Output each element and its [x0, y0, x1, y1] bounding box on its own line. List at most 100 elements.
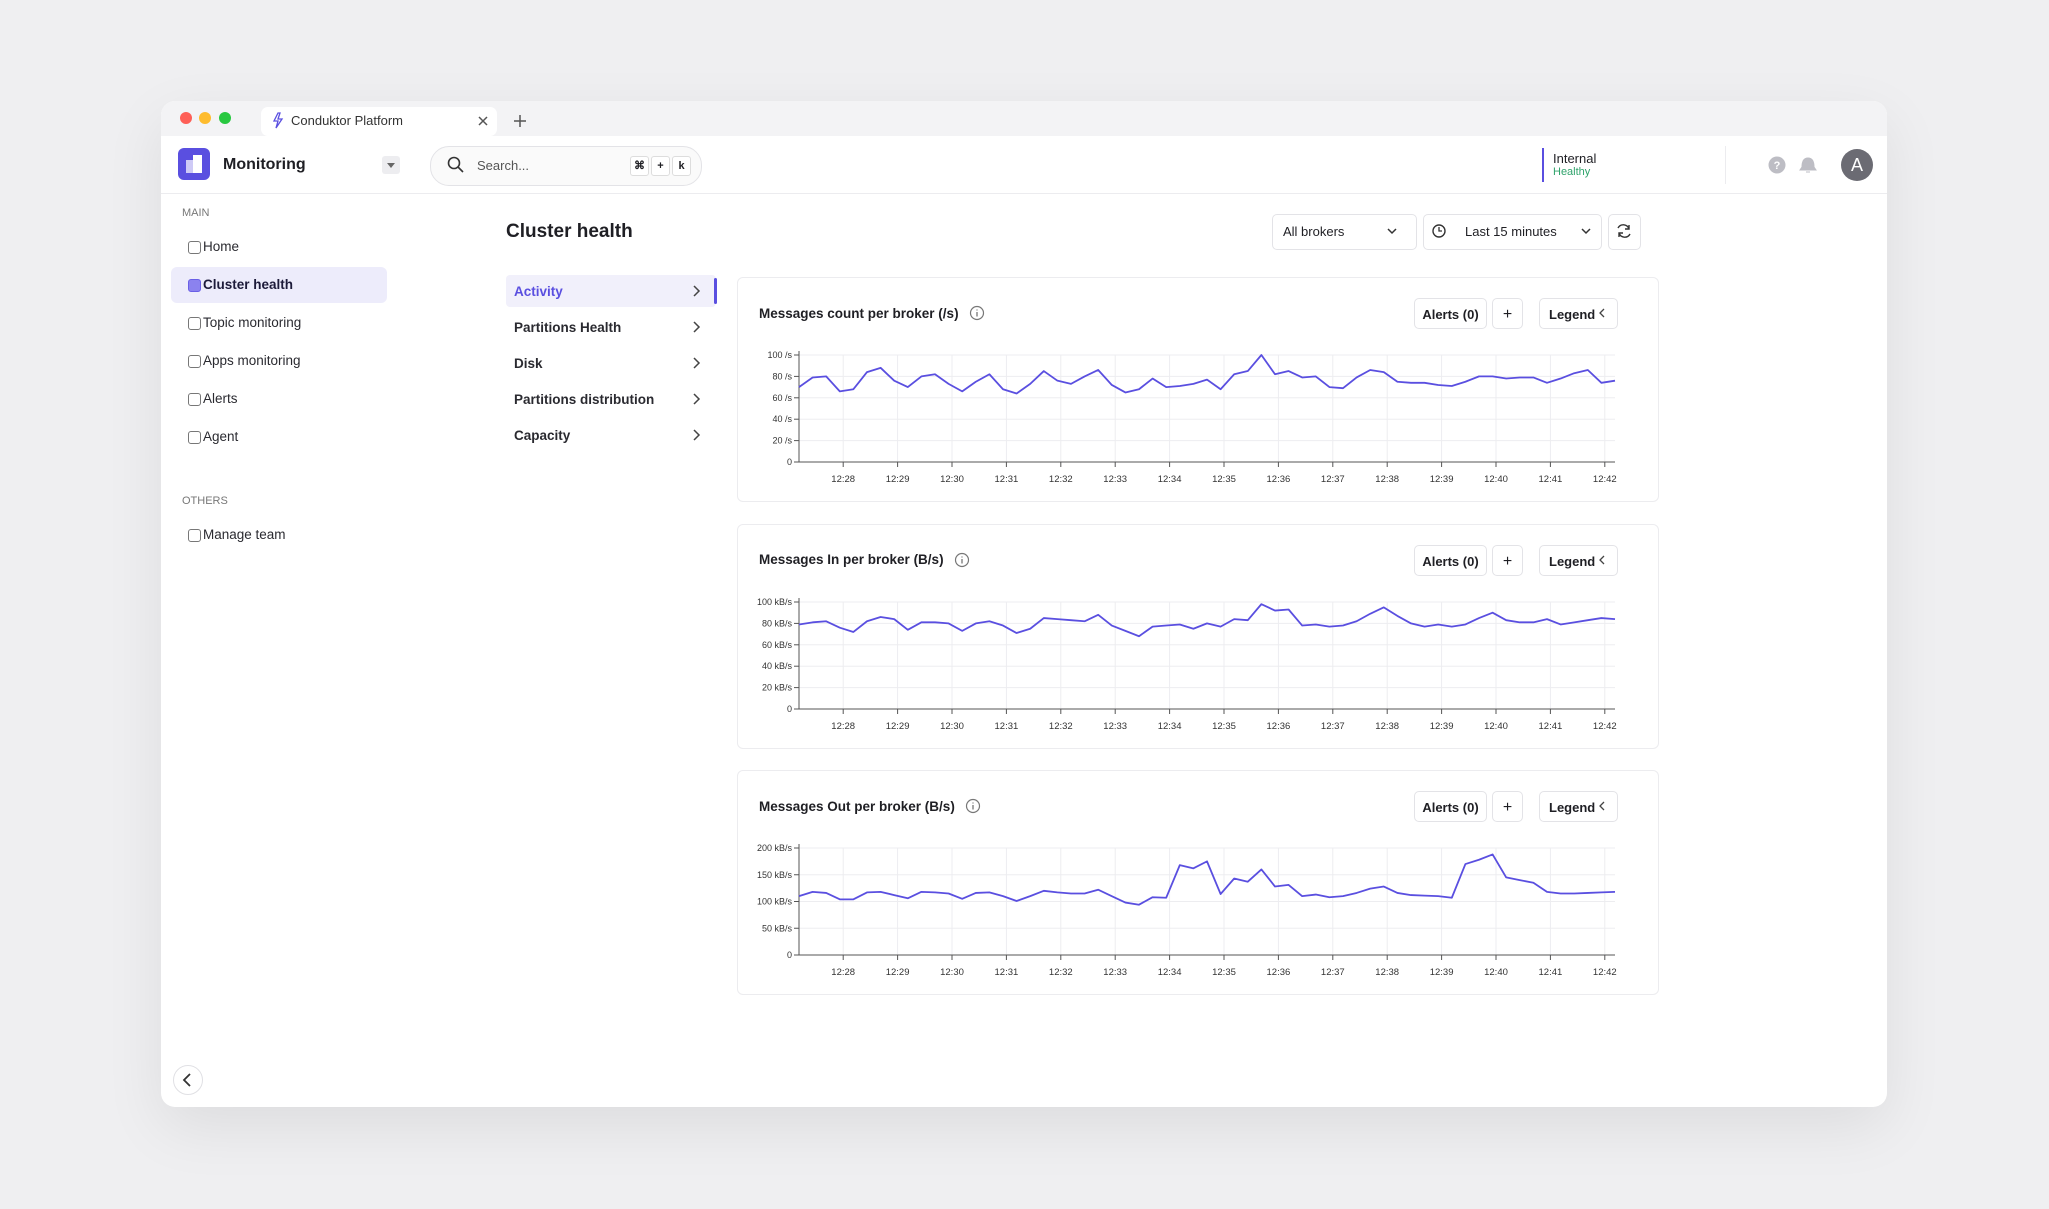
- sidebar-item[interactable]: Alerts: [203, 391, 238, 406]
- x-tick-label: 12:29: [886, 967, 910, 978]
- alerts-button[interactable]: Alerts (0): [1414, 298, 1487, 329]
- header-icons[interactable]: ?: [1767, 154, 1847, 176]
- alerts-button[interactable]: Alerts (0): [1414, 791, 1487, 822]
- y-tick-label: 0: [787, 950, 792, 960]
- tab-item[interactable]: Capacity: [514, 428, 571, 443]
- sidebar-item[interactable]: Manage team: [203, 527, 286, 542]
- sidebar-item[interactable]: Home: [203, 239, 240, 254]
- sidebar-item[interactable]: Apps monitoring: [203, 353, 301, 368]
- x-tick-label: 12:31: [995, 967, 1019, 978]
- legend-chevron: [1599, 801, 1605, 811]
- chart-card: Messages Out per broker (B/s) Alerts (0) +…: [737, 770, 1659, 995]
- x-tick-label: 12:33: [1103, 474, 1127, 485]
- chart-card: Messages count per broker (/s) Alerts (0)…: [737, 277, 1659, 502]
- tab-item[interactable]: Activity: [514, 284, 563, 299]
- y-tick-label: 60 kB/s: [762, 639, 793, 649]
- legend-button[interactable]: Legend: [1539, 544, 1618, 576]
- info-icon[interactable]: [965, 798, 981, 814]
- legend-button[interactable]: Legend: [1539, 298, 1618, 329]
- y-tick-label: 150 kB/s: [757, 870, 793, 880]
- tab-chevron: [693, 357, 701, 369]
- x-tick-label: 12:30: [940, 721, 964, 732]
- x-tick-label: 12:28: [831, 721, 855, 732]
- chart-plot: 0 50 kB/s 100 kB/s 150 kB/s 200 kB/s 12:28 12:…: [757, 801, 1617, 978]
- x-tick-label: 12:38: [1375, 474, 1399, 485]
- add-alert-button[interactable]: +: [1492, 544, 1523, 576]
- x-tick-label: 12:39: [1430, 967, 1454, 978]
- y-tick-label: 50 kB/s: [762, 923, 793, 933]
- time-select[interactable]: [1423, 214, 1602, 250]
- x-tick-label: 12:31: [995, 721, 1019, 732]
- sidebar-section-title: OTHERS: [182, 495, 228, 507]
- search-icon: [447, 156, 464, 173]
- logo: [178, 148, 210, 180]
- chart-title: Messages In per broker (B/s): [759, 552, 970, 568]
- chart-title-text: Messages Out per broker (B/s): [759, 798, 955, 814]
- x-tick-label: 12:33: [1103, 721, 1127, 732]
- tab-title[interactable]: Conduktor Platform: [291, 113, 403, 128]
- info-icon[interactable]: [969, 305, 985, 321]
- tab-chevron: [693, 321, 701, 333]
- sidebar-icon: [188, 431, 201, 444]
- avatar[interactable]: A: [1841, 149, 1873, 181]
- sidebar-icon: [188, 317, 201, 330]
- broker-select[interactable]: [1272, 214, 1417, 250]
- chart-title-text: Messages count per broker (/s): [759, 305, 959, 321]
- select-icons: [1387, 224, 1631, 238]
- chevron: [693, 429, 701, 441]
- add-alert-button[interactable]: +: [1492, 298, 1523, 329]
- add-alert-button[interactable]: +: [1492, 791, 1523, 822]
- chevron: [693, 321, 701, 333]
- cluster-name[interactable]: Internal: [1553, 151, 1597, 166]
- header-divider: [1725, 146, 1726, 184]
- x-tick-label: 12:42: [1593, 721, 1617, 732]
- chart-plot: 0 20 /s 40 /s 60 /s 80 /s 100 /s 12:28 12:29 12:…: [767, 308, 1617, 485]
- x-tick-label: 12:37: [1321, 474, 1345, 485]
- app-dropdown[interactable]: [382, 156, 400, 174]
- x-tick-label: 12:28: [831, 967, 855, 978]
- sidebar-active-bg: [171, 267, 387, 303]
- x-tick-label: 12:41: [1539, 721, 1563, 732]
- x-tick-label: 12:30: [940, 474, 964, 485]
- tab-chevron: [693, 285, 701, 297]
- y-tick-label: 80 /s: [772, 371, 792, 381]
- x-tick-label: 12:40: [1484, 721, 1508, 732]
- time-select-text: Last 15 minutes: [1465, 224, 1557, 239]
- shortcut-key: k: [672, 156, 691, 176]
- tab-chevron: [693, 429, 701, 441]
- info-circle: [954, 552, 969, 567]
- x-tick-label: 12:40: [1484, 474, 1508, 485]
- x-tick-label: 12:34: [1158, 474, 1182, 485]
- collapse-button[interactable]: [172, 1064, 204, 1096]
- tab-item[interactable]: Partitions distribution: [514, 392, 655, 407]
- x-tick-label: 12:35: [1212, 967, 1236, 978]
- chevron: [693, 393, 701, 405]
- tab-item[interactable]: Partitions Health: [514, 320, 622, 335]
- legend-button[interactable]: Legend: [1539, 791, 1618, 822]
- cluster-status: Healthy: [1553, 166, 1591, 178]
- x-tick-label: 12:42: [1593, 967, 1617, 978]
- sidebar-item[interactable]: Cluster health: [203, 277, 294, 292]
- x-tick-label: 12:31: [995, 474, 1019, 485]
- sidebar-item[interactable]: Topic monitoring: [203, 315, 302, 330]
- x-tick-label: 12:41: [1539, 474, 1563, 485]
- chevron: [693, 285, 701, 297]
- info-circle: [969, 305, 984, 321]
- tab-active-bg: [506, 275, 716, 307]
- sidebar-item[interactable]: Agent: [203, 429, 239, 444]
- shortcut-key: +: [651, 156, 670, 176]
- sidebar-section-title: MAIN: [182, 207, 210, 219]
- x-tick-label: 12:37: [1321, 721, 1345, 732]
- y-tick-label: 100 kB/s: [757, 597, 793, 607]
- y-tick-label: 0: [787, 704, 792, 714]
- alerts-button[interactable]: Alerts (0): [1414, 544, 1487, 576]
- x-tick-label: 12:32: [1049, 967, 1073, 978]
- tab-active-bar: [714, 278, 717, 304]
- info-icon[interactable]: [954, 552, 970, 568]
- x-tick-label: 12:39: [1430, 474, 1454, 485]
- x-tick-label: 12:41: [1539, 967, 1563, 978]
- x-tick-label: 12:39: [1430, 721, 1454, 732]
- tab-item[interactable]: Disk: [514, 356, 543, 371]
- refresh-button[interactable]: [1608, 214, 1641, 250]
- y-tick-label: 100 kB/s: [757, 897, 793, 907]
